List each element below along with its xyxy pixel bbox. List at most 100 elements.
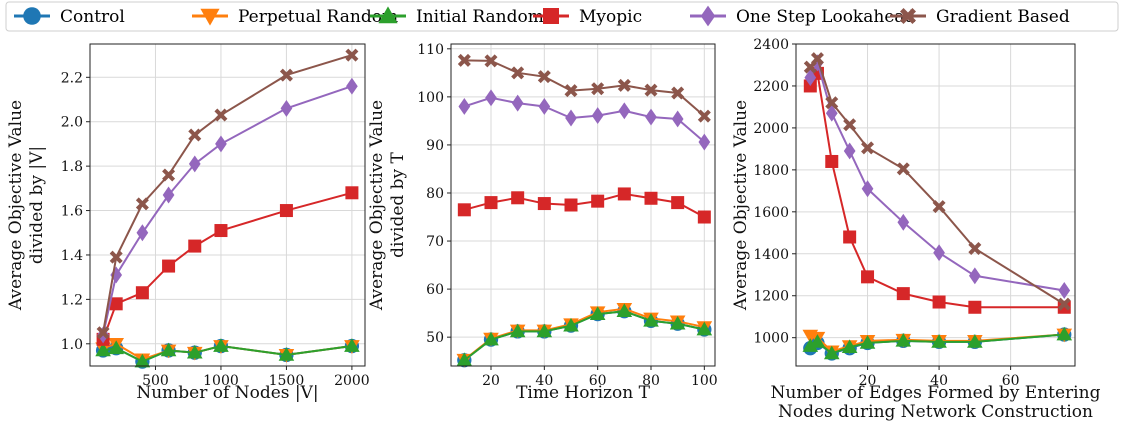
x-tick-label: 1000: [203, 373, 239, 389]
legend-marker-gradient-based: [900, 8, 916, 24]
data-point-initial-random: [589, 306, 606, 320]
legend-marker-initial-random: [378, 6, 398, 24]
data-point-one-step-lookahead: [825, 104, 838, 122]
legend-label-gradient-based: Gradient Based: [936, 7, 1070, 27]
data-point-one-step-lookahead: [861, 180, 874, 198]
data-point-gradient-based: [591, 82, 605, 96]
chart-panel-edges: 20 40 60 1000 1200 1400 1600 1800 2000 2200 2400 Nu…: [731, 37, 1101, 422]
series-line-perpetual-random: [463, 307, 705, 361]
y-tick-label: 2200: [753, 79, 789, 95]
x-tick-label: 2000: [334, 373, 370, 389]
data-point-one-step-lookahead: [591, 107, 604, 125]
y-tick-label: 1.0: [61, 337, 83, 353]
data-point-one-step-lookahead: [215, 135, 227, 153]
data-point-initial-random: [823, 345, 840, 360]
data-point-myopic: [896, 287, 910, 301]
legend-item-control: Control: [14, 7, 125, 27]
series-line-gradient-based: [464, 59, 705, 117]
series-myopic: [457, 187, 711, 224]
data-point-gradient-based: [135, 197, 149, 211]
plot-frame: [89, 43, 366, 367]
data-point-gradient-based: [564, 84, 578, 98]
data-point-one-step-lookahead: [458, 98, 471, 115]
y-axis-label: Average Objective Value: [367, 100, 387, 311]
data-point-initial-random: [841, 339, 858, 353]
data-point-initial-random: [643, 313, 659, 327]
series-gradient-based: [457, 53, 711, 123]
data-point-initial-random: [802, 338, 819, 352]
data-point-gradient-based: [932, 200, 946, 214]
data-point-initial-random: [616, 303, 633, 318]
y-axis-label: Average Objective Value: [6, 100, 26, 311]
legend-label-initial-random: Initial Random: [416, 7, 544, 27]
data-point-myopic: [825, 154, 839, 168]
x-tick-label: 80: [642, 373, 660, 389]
data-point-one-step-lookahead: [136, 224, 149, 242]
data-point-myopic: [932, 295, 946, 309]
data-point-one-step-lookahead: [110, 266, 123, 284]
data-point-one-step-lookahead: [485, 89, 497, 107]
data-point-myopic: [279, 204, 293, 218]
x-axis-label: Time Horizon T: [516, 383, 651, 403]
legend-marker-control: [23, 7, 41, 25]
data-point-gradient-based: [457, 53, 471, 67]
data-point-one-step-lookahead: [538, 98, 551, 115]
x-tick-label: 40: [535, 373, 553, 389]
x-axis-label: Nodes during Network Construction: [778, 402, 1093, 422]
data-point-myopic: [591, 194, 605, 208]
data-point-myopic: [109, 297, 123, 311]
data-point-initial-random: [696, 321, 713, 336]
data-point-gradient-based: [537, 70, 551, 84]
y-tick-label: 2000: [753, 121, 789, 137]
data-point-one-step-lookahead: [671, 110, 684, 128]
data-point-initial-random: [160, 342, 177, 357]
data-point-gradient-based: [861, 141, 875, 155]
series-initial-random: [456, 303, 713, 367]
series-initial-random: [95, 338, 360, 368]
data-point-initial-random: [536, 323, 553, 338]
data-point-initial-random: [483, 331, 499, 346]
y-tick-label: 1.6: [61, 204, 83, 220]
x-tick-label: 60: [589, 373, 607, 389]
y-tick-label: 80: [426, 186, 444, 202]
data-point-gradient-based: [617, 78, 631, 92]
data-point-gradient-based: [484, 54, 498, 68]
data-point-myopic: [564, 198, 578, 212]
data-point-gradient-based: [188, 128, 202, 142]
data-point-gradient-based: [511, 66, 525, 80]
data-point-myopic: [1057, 300, 1071, 314]
chart-panel-nodes: 500 1000 1500 2000 1.0 1.2 1.4 1.6 1.8 2.0 2.2 Numb…: [6, 43, 370, 403]
y-axis-label: divided by |V|: [27, 146, 47, 264]
y-tick-label: 90: [426, 138, 444, 154]
data-point-gradient-based: [843, 118, 857, 132]
data-point-one-step-lookahead: [843, 142, 856, 160]
legend-marker-one-step-lookahead: [700, 5, 716, 27]
y-tick-label: 2.0: [61, 115, 83, 131]
data-point-initial-random: [95, 342, 111, 357]
data-point-initial-random: [134, 353, 151, 368]
data-point-one-step-lookahead: [162, 186, 175, 204]
data-point-one-step-lookahead: [804, 69, 817, 87]
series-myopic: [96, 186, 359, 346]
legend-marker-myopic: [543, 8, 559, 24]
y-tick-label: 1.8: [61, 159, 83, 175]
x-tick-label: 100: [691, 373, 718, 389]
data-point-myopic: [697, 210, 711, 224]
y-tick-label: 1.4: [61, 248, 83, 264]
data-point-gradient-based: [671, 86, 685, 100]
data-point-one-step-lookahead: [1058, 282, 1071, 299]
data-point-myopic: [537, 197, 551, 211]
data-point-one-step-lookahead: [698, 133, 711, 151]
series-initial-random: [802, 326, 1073, 360]
legend: Control Perpetual Random Initial Random Myo…: [5, 1, 1119, 32]
data-point-myopic: [162, 259, 176, 273]
series-line-one-step-lookahead: [102, 85, 353, 336]
data-point-myopic: [617, 187, 631, 201]
data-point-myopic: [345, 186, 359, 200]
data-point-initial-random: [108, 340, 124, 355]
data-point-initial-random: [967, 334, 983, 348]
data-point-gradient-based: [214, 108, 228, 122]
series-perpetual-random: [95, 337, 360, 368]
data-point-myopic: [457, 203, 471, 217]
series-one-step-lookahead: [97, 77, 358, 344]
